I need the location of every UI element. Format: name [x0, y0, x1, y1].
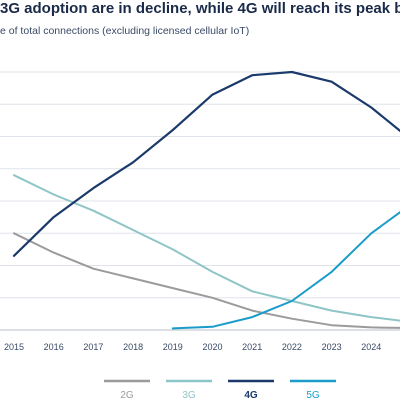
x-tick-label: 2019: [163, 342, 183, 352]
series-line-5g: [171, 211, 400, 330]
x-tick-label: 2023: [322, 342, 342, 352]
legend: 2G 3G 4G 5G: [104, 379, 336, 400]
x-tick-label: 2018: [123, 342, 143, 352]
x-tick-label: 2016: [44, 342, 64, 352]
series-lines: [12, 70, 400, 330]
series-line-4g: [12, 70, 400, 257]
x-tick-label: 2017: [83, 342, 103, 352]
x-tick-label: 2020: [202, 342, 222, 352]
legend-label-3g: 3G: [182, 390, 196, 400]
x-tick-label: 2024: [361, 342, 381, 352]
x-tick-label: 2022: [282, 342, 302, 352]
x-axis-ticks: 2015 2016 2017 2018 2019 2020 2021 2022 2023 2024: [4, 342, 381, 352]
legend-label-5g: 5G: [306, 390, 320, 400]
x-tick-label: 2021: [242, 342, 262, 352]
series-line-2g: [13, 232, 400, 329]
series-line-3g: [13, 174, 400, 322]
x-tick-label: 2015: [4, 342, 24, 352]
gridlines: [0, 71, 400, 331]
chart-title: 3G adoption are in decline, while 4G wil…: [0, 0, 400, 17]
chart-subtitle: e of total connections (excluding licens…: [0, 25, 250, 37]
legend-label-4g: 4G: [244, 390, 258, 400]
legend-label-2g: 2G: [120, 390, 134, 400]
